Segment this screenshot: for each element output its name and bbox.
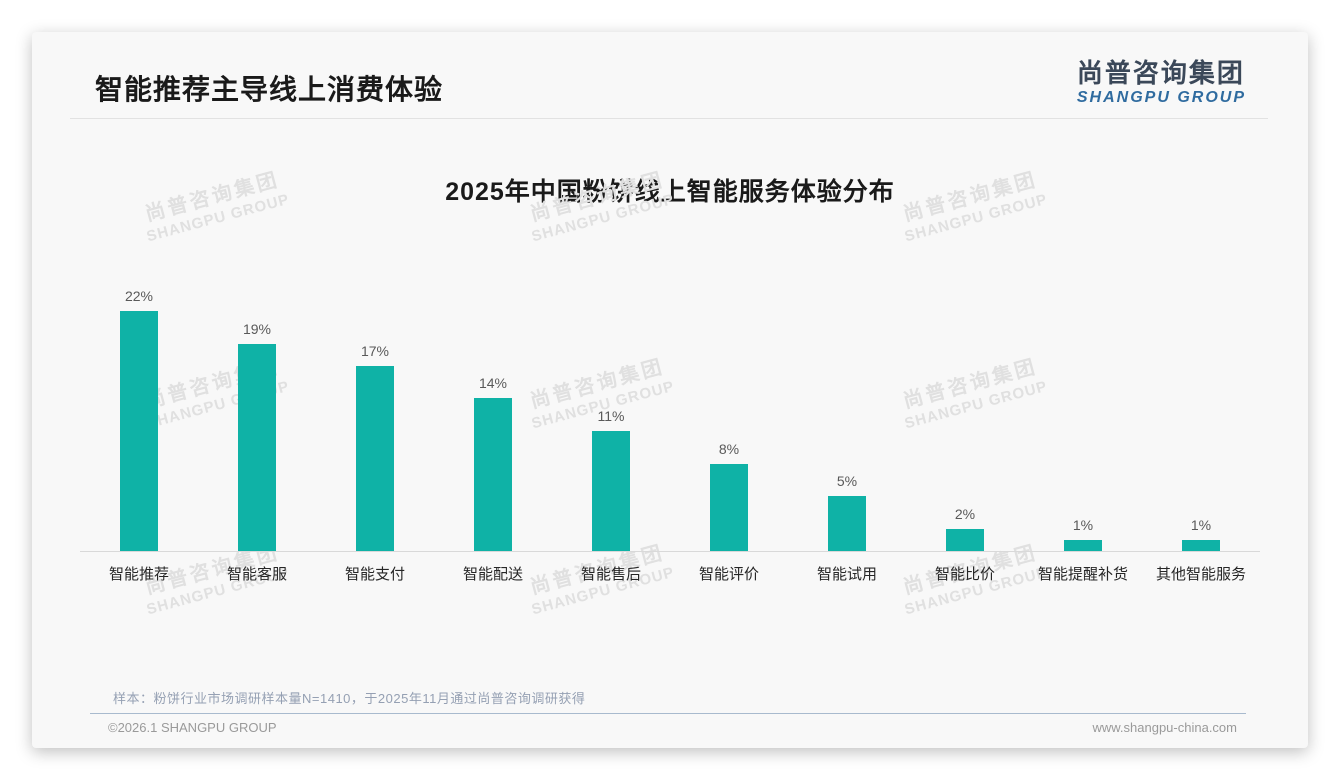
bar-column: 8%: [670, 441, 788, 551]
bar: [592, 431, 630, 551]
bar-column: 1%: [1142, 517, 1260, 551]
logo-chinese-text: 尚普咨询集团: [1076, 58, 1245, 88]
bar-column: 19%: [198, 321, 316, 551]
category-label: 智能售后: [580, 566, 641, 583]
bar: [120, 311, 158, 551]
bar: [474, 398, 512, 551]
category-label: 智能客服: [226, 566, 287, 583]
bar-column: 5%: [788, 473, 906, 551]
x-axis-labels: 智能推荐 智能客服 智能支付 智能配送 智能售后 智能评价 智能试用 智能比价 智能提醒补货 其他…: [80, 563, 1260, 584]
bar-chart-plot: 22% 19% 17% 14% 11% 8% 5% 2% 1% 1%: [80, 266, 1260, 551]
category-label: 智能试用: [816, 566, 877, 583]
bar-column: 11%: [552, 408, 670, 551]
category-label: 智能支付: [344, 566, 405, 583]
bar: [710, 464, 748, 551]
bar-column: 17%: [316, 343, 434, 551]
bar-value-label: 8%: [718, 441, 740, 457]
website-text: www.shangpu-china.com: [1092, 720, 1237, 735]
bar-value-label: 17%: [360, 343, 390, 359]
footer-divider: [90, 713, 1246, 714]
bar-column: 2%: [906, 506, 1024, 551]
category-label: 智能提醒补货: [1037, 566, 1128, 583]
bar: [946, 529, 984, 551]
bar-value-label: 2%: [954, 506, 976, 522]
chart-title: 2025年中国粉饼线上智能服务体验分布: [445, 178, 895, 206]
bar: [356, 366, 394, 551]
bar: [1182, 540, 1220, 551]
header-divider: [70, 118, 1268, 119]
bar-value-label: 14%: [478, 375, 508, 391]
bar-column: 22%: [80, 288, 198, 551]
sample-note: 样本：粉饼行业市场调研样本量N=1410，于2025年11月通过尚普咨询调研获得: [113, 691, 586, 706]
x-axis-line: [80, 551, 1260, 552]
bar-value-label: 1%: [1072, 517, 1094, 533]
category-label: 智能配送: [462, 566, 523, 583]
company-logo: 尚普咨询集团 SHANGPU GROUP: [1077, 58, 1246, 107]
bar-value-label: 1%: [1190, 517, 1212, 533]
bar: [1064, 540, 1102, 551]
bar-column: 1%: [1024, 517, 1142, 551]
bar: [828, 496, 866, 551]
footer: ©2026.1 SHANGPU GROUP www.shangpu-china.…: [108, 720, 1237, 735]
bar-value-label: 22%: [124, 288, 154, 304]
category-label: 其他智能服务: [1155, 566, 1246, 583]
copyright-text: ©2026.1 SHANGPU GROUP: [108, 720, 277, 735]
page-title: 智能推荐主导线上消费体验: [95, 74, 444, 105]
bar-value-label: 11%: [597, 408, 625, 424]
bar-column: 14%: [434, 375, 552, 551]
category-label: 智能推荐: [108, 566, 169, 583]
bar: [238, 344, 276, 551]
bar-value-label: 19%: [242, 321, 272, 337]
category-label: 智能评价: [698, 566, 759, 583]
logo-english-text: SHANGPU GROUP: [1076, 89, 1246, 106]
slide-card: 智能推荐主导线上消费体验 尚普咨询集团 SHANGPU GROUP 2025年中…: [32, 32, 1308, 748]
bar-value-label: 5%: [836, 473, 858, 489]
category-label: 智能比价: [934, 566, 995, 583]
